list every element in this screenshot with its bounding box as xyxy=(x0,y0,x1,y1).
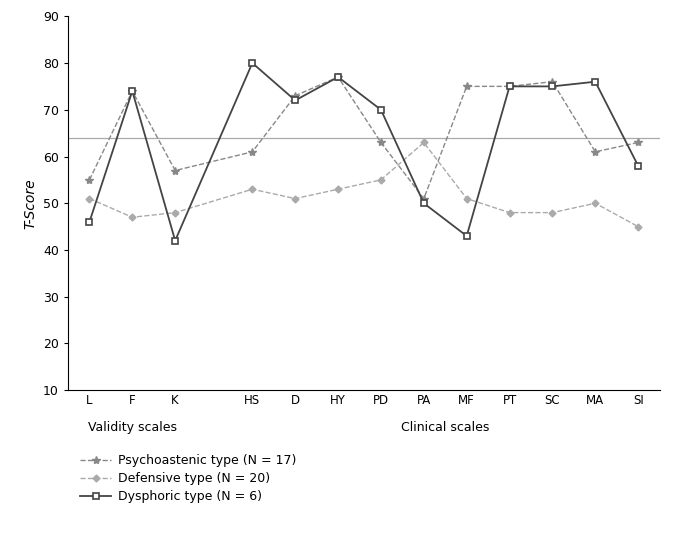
Legend: Psychoastenic type (N = 17), Defensive type (N = 20), Dysphoric type (N = 6): Psychoastenic type (N = 17), Defensive t… xyxy=(80,454,296,504)
Text: Clinical scales: Clinical scales xyxy=(401,421,490,434)
Text: Validity scales: Validity scales xyxy=(88,421,177,434)
Y-axis label: T-Score: T-Score xyxy=(23,178,37,229)
